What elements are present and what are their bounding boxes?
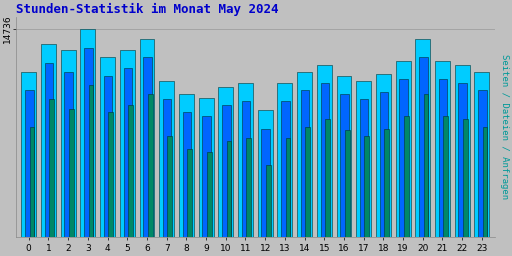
Bar — [30, 127, 34, 256]
Bar — [202, 116, 211, 256]
Bar — [89, 85, 93, 256]
Bar — [458, 83, 467, 256]
Bar — [45, 63, 53, 256]
Bar — [187, 149, 192, 256]
Bar — [207, 152, 211, 256]
Bar — [321, 83, 329, 256]
Bar — [41, 45, 56, 256]
Bar — [25, 90, 34, 256]
Bar — [218, 87, 233, 256]
Bar — [483, 127, 487, 256]
Bar — [183, 112, 191, 256]
Bar — [123, 68, 132, 256]
Bar — [143, 57, 152, 256]
Bar — [379, 92, 388, 256]
Bar — [222, 105, 230, 256]
Bar — [384, 129, 389, 256]
Bar — [266, 165, 271, 256]
Bar — [463, 120, 468, 256]
Bar — [297, 72, 312, 256]
Bar — [238, 83, 253, 256]
Bar — [242, 101, 250, 256]
Bar — [128, 105, 133, 256]
Bar — [22, 72, 36, 256]
Bar — [65, 72, 73, 256]
Bar — [167, 136, 172, 256]
Bar — [49, 99, 54, 256]
Bar — [69, 109, 74, 256]
Bar — [443, 116, 448, 256]
Bar — [80, 29, 95, 256]
Bar — [301, 90, 309, 256]
Bar — [120, 50, 135, 256]
Bar — [179, 94, 194, 256]
Bar — [356, 81, 371, 256]
Y-axis label: Seiten / Dateien / Anfragen: Seiten / Dateien / Anfragen — [500, 54, 509, 199]
Bar — [61, 50, 76, 256]
Bar — [317, 65, 332, 256]
Bar — [435, 61, 450, 256]
Bar — [286, 138, 290, 256]
Bar — [84, 48, 93, 256]
Bar — [345, 131, 350, 256]
Bar — [104, 76, 112, 256]
Bar — [163, 99, 172, 256]
Bar — [305, 127, 310, 256]
Bar — [478, 90, 486, 256]
Bar — [199, 98, 214, 256]
Bar — [278, 83, 292, 256]
Bar — [325, 120, 330, 256]
Bar — [139, 39, 155, 256]
Bar — [439, 79, 447, 256]
Bar — [455, 65, 470, 256]
Bar — [109, 112, 113, 256]
Bar — [262, 129, 270, 256]
Bar — [396, 61, 411, 256]
Bar — [399, 79, 408, 256]
Bar — [376, 74, 391, 256]
Bar — [365, 136, 369, 256]
Bar — [340, 94, 349, 256]
Bar — [360, 99, 369, 256]
Bar — [148, 94, 153, 256]
Bar — [419, 57, 428, 256]
Bar — [226, 142, 231, 256]
Bar — [100, 57, 115, 256]
Bar — [159, 81, 174, 256]
Bar — [246, 138, 251, 256]
Bar — [281, 101, 290, 256]
Text: Stunden-Statistik im Monat May 2024: Stunden-Statistik im Monat May 2024 — [16, 3, 279, 16]
Bar — [423, 94, 429, 256]
Bar — [415, 39, 430, 256]
Bar — [475, 72, 489, 256]
Bar — [258, 110, 272, 256]
Bar — [404, 116, 409, 256]
Bar — [336, 76, 351, 256]
